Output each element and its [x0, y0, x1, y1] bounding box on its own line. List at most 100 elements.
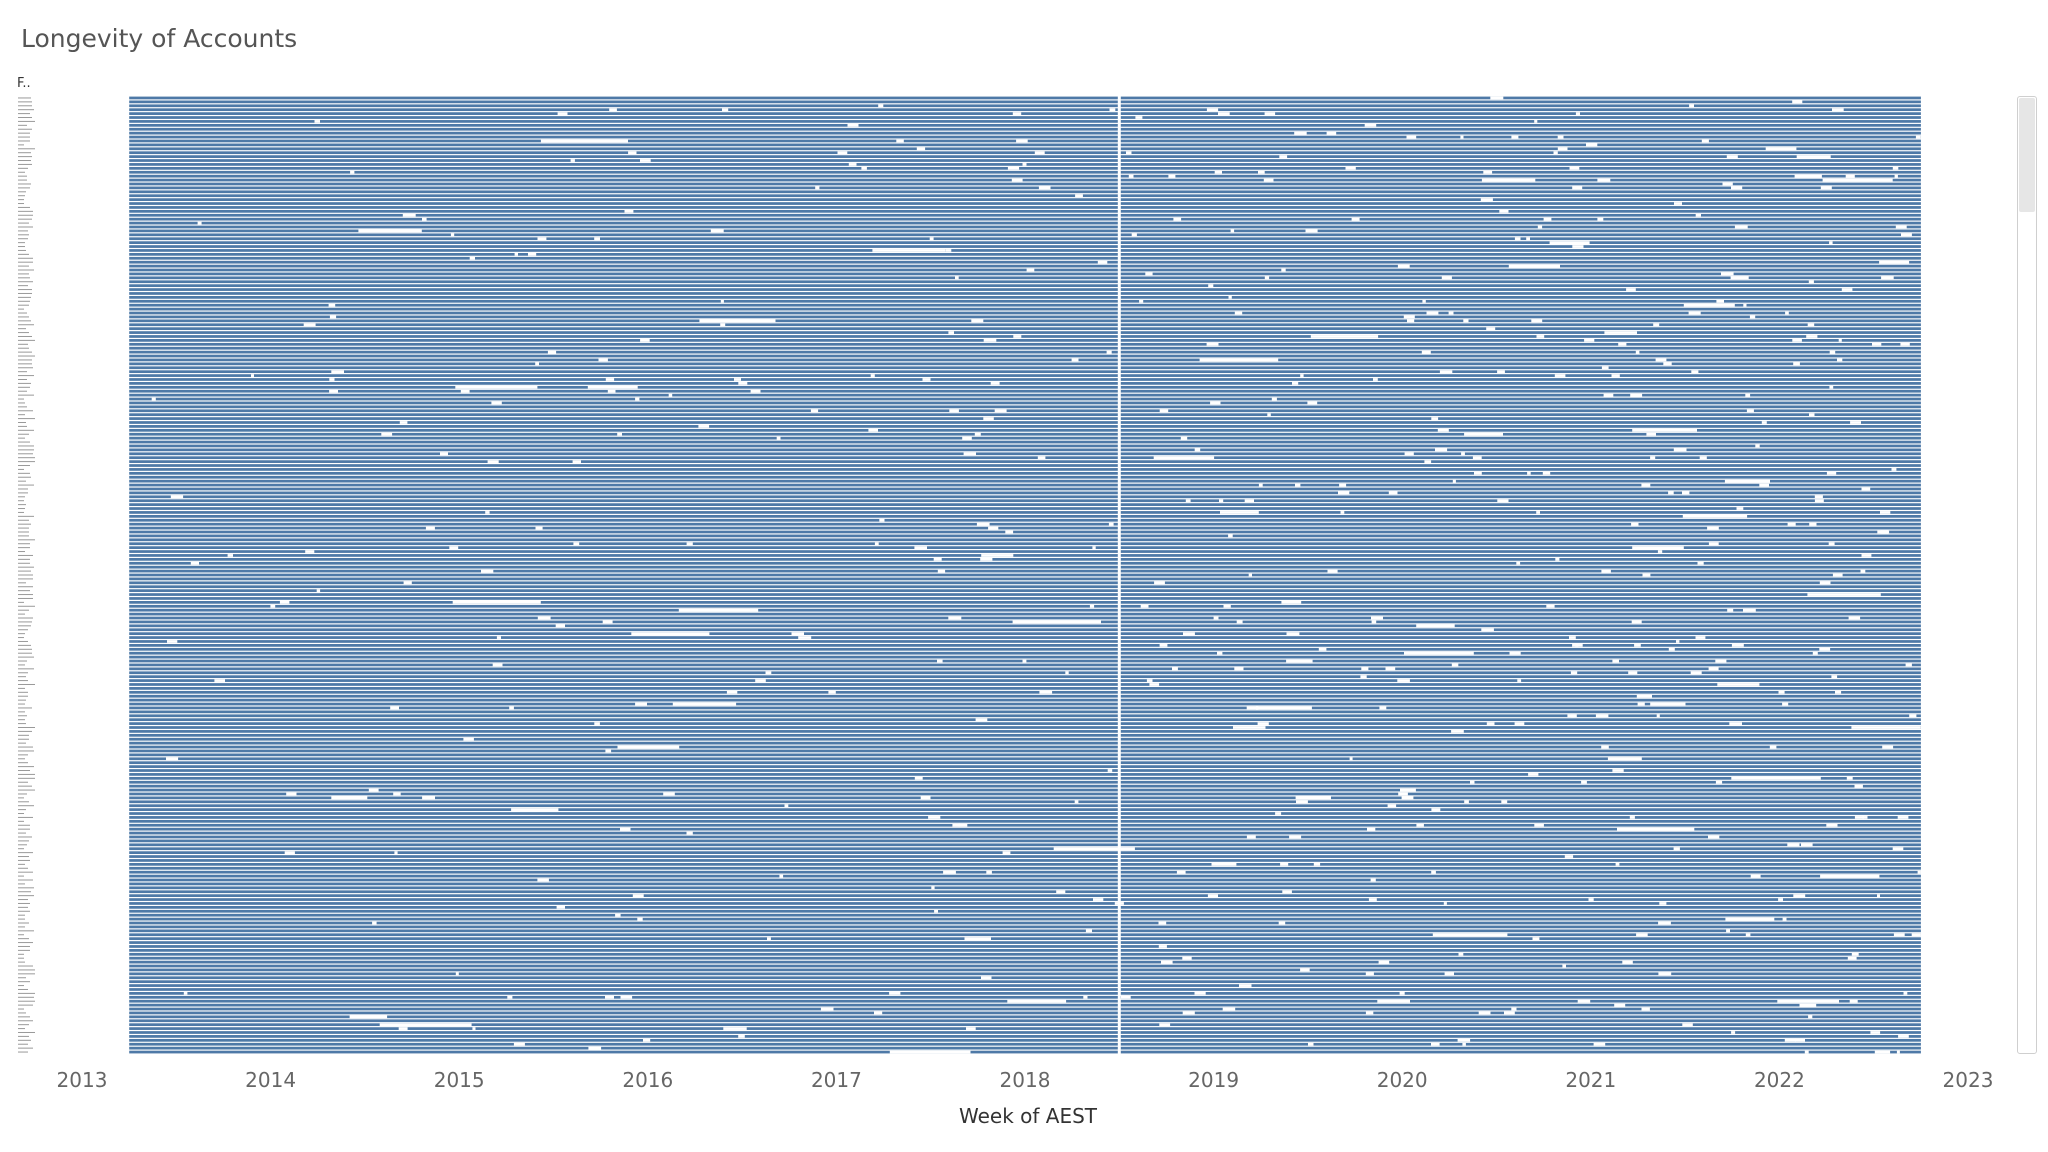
account-bar[interactable]: [129, 530, 1921, 534]
account-bar[interactable]: [129, 241, 1921, 244]
account-bar[interactable]: [129, 194, 1921, 198]
account-bar[interactable]: [129, 937, 1921, 941]
account-bar[interactable]: [129, 550, 1921, 553]
account-bar[interactable]: [129, 694, 1921, 698]
account-bar[interactable]: [129, 534, 1921, 538]
account-bar[interactable]: [129, 315, 1921, 319]
account-bar[interactable]: [129, 151, 1921, 155]
account-bar[interactable]: [129, 331, 1921, 334]
account-bar[interactable]: [129, 1015, 1921, 1019]
account-bar[interactable]: [129, 104, 1921, 108]
account-bar[interactable]: [129, 507, 1921, 510]
account-bar[interactable]: [129, 432, 1921, 436]
account-bar[interactable]: [129, 913, 1921, 917]
account-bar[interactable]: [129, 217, 1921, 221]
account-bar[interactable]: [129, 526, 1921, 530]
account-bar[interactable]: [129, 839, 1921, 843]
account-bar[interactable]: [129, 663, 1921, 667]
account-bar[interactable]: [129, 397, 1921, 401]
account-bar[interactable]: [129, 538, 1921, 542]
account-bar[interactable]: [129, 847, 1921, 851]
account-bar[interactable]: [129, 487, 1921, 491]
account-bar[interactable]: [129, 675, 1921, 679]
account-bar[interactable]: [129, 252, 1921, 256]
account-bar[interactable]: [129, 428, 1921, 432]
account-bar[interactable]: [129, 784, 1921, 788]
account-bar[interactable]: [129, 827, 1921, 831]
account-bar[interactable]: [129, 819, 1921, 823]
account-bar[interactable]: [129, 202, 1921, 205]
account-bar[interactable]: [129, 421, 1921, 424]
account-bar[interactable]: [129, 687, 1921, 690]
account-bar[interactable]: [129, 733, 1921, 737]
account-bar[interactable]: [129, 992, 1921, 995]
account-bar[interactable]: [129, 886, 1921, 890]
account-bar[interactable]: [129, 612, 1921, 616]
account-bar[interactable]: [129, 972, 1921, 976]
account-bar[interactable]: [129, 292, 1921, 295]
account-bar[interactable]: [129, 816, 1921, 819]
account-bar[interactable]: [129, 350, 1921, 354]
account-bar[interactable]: [129, 667, 1921, 671]
account-bar[interactable]: [129, 1042, 1921, 1046]
account-bar[interactable]: [129, 155, 1921, 158]
account-bar[interactable]: [129, 522, 1921, 526]
account-bar[interactable]: [129, 1046, 1921, 1050]
account-bar[interactable]: [129, 960, 1921, 964]
account-bar[interactable]: [129, 894, 1921, 898]
account-bar[interactable]: [129, 749, 1921, 753]
account-bar[interactable]: [129, 761, 1921, 765]
account-bar[interactable]: [129, 483, 1921, 487]
account-bar[interactable]: [129, 902, 1921, 905]
account-bar[interactable]: [129, 100, 1921, 104]
account-bar[interactable]: [129, 702, 1921, 706]
account-bar[interactable]: [129, 855, 1921, 858]
account-bar[interactable]: [129, 651, 1921, 655]
account-bar[interactable]: [129, 518, 1921, 522]
account-bar[interactable]: [129, 260, 1921, 264]
account-bar[interactable]: [129, 237, 1921, 241]
account-bar[interactable]: [129, 143, 1921, 147]
account-bar[interactable]: [129, 800, 1921, 804]
account-bar[interactable]: [129, 843, 1921, 847]
account-bar[interactable]: [129, 569, 1921, 573]
account-bar[interactable]: [129, 933, 1921, 937]
account-bar[interactable]: [129, 925, 1921, 929]
account-bar[interactable]: [129, 401, 1921, 405]
account-bar[interactable]: [129, 730, 1921, 733]
account-bar[interactable]: [129, 468, 1921, 471]
account-bar[interactable]: [129, 382, 1921, 385]
account-bar[interactable]: [129, 299, 1921, 303]
account-bar[interactable]: [129, 499, 1921, 503]
account-bar[interactable]: [129, 1050, 1921, 1054]
account-bar[interactable]: [129, 303, 1921, 307]
account-bar[interactable]: [129, 882, 1921, 886]
account-bar[interactable]: [129, 182, 1921, 186]
account-bar[interactable]: [129, 823, 1921, 827]
account-bar[interactable]: [129, 112, 1921, 115]
account-bar[interactable]: [129, 898, 1921, 901]
account-bar[interactable]: [129, 358, 1921, 362]
account-bar[interactable]: [129, 178, 1921, 182]
account-bar[interactable]: [129, 698, 1921, 702]
account-bar[interactable]: [129, 976, 1921, 980]
account-bar[interactable]: [129, 640, 1921, 643]
account-bar[interactable]: [129, 632, 1921, 636]
account-bar[interactable]: [129, 765, 1921, 768]
account-bar[interactable]: [129, 644, 1921, 647]
account-bar[interactable]: [129, 436, 1921, 440]
account-bar[interactable]: [129, 546, 1921, 549]
account-bar[interactable]: [129, 339, 1921, 342]
account-bar[interactable]: [129, 417, 1921, 420]
account-bar[interactable]: [129, 808, 1921, 811]
account-bar[interactable]: [129, 608, 1921, 612]
scrollbar-thumb[interactable]: [2019, 98, 2035, 212]
account-bar[interactable]: [129, 554, 1921, 557]
account-bar[interactable]: [129, 557, 1921, 561]
account-bar[interactable]: [129, 745, 1921, 749]
account-bar[interactable]: [129, 1035, 1921, 1038]
account-bar[interactable]: [129, 209, 1921, 213]
account-bar[interactable]: [129, 362, 1921, 366]
account-bar[interactable]: [129, 597, 1921, 600]
account-bar[interactable]: [129, 335, 1921, 338]
